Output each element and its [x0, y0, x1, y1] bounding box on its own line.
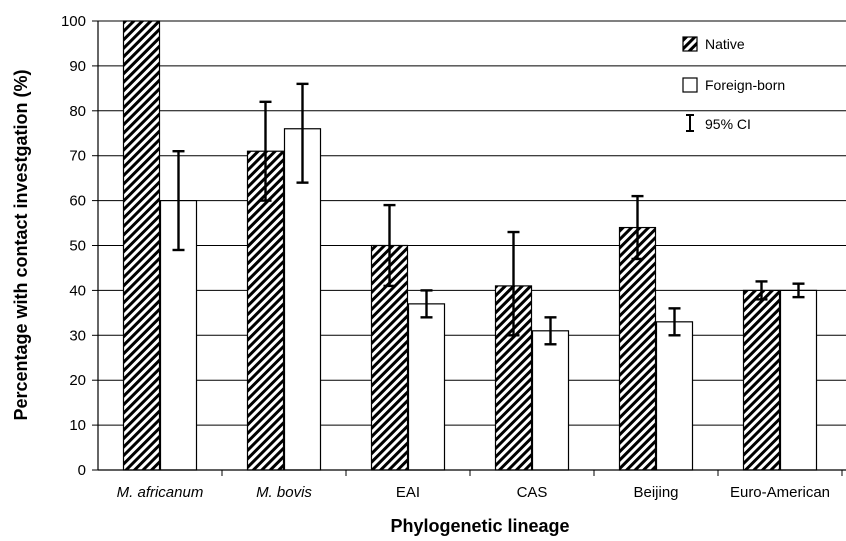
y-tick-label: 20 [69, 372, 86, 389]
category-labels: M. africanum M. bovis EAI CAS Beijing Euro-Am… [117, 484, 830, 501]
bar-foreign-born [531, 330, 570, 471]
error-bar-foreign-born [296, 82, 309, 184]
error-bar-foreign-born [544, 316, 557, 346]
x-category-label: M. africanum [117, 484, 204, 501]
bar-native [122, 20, 161, 471]
error-bar-native [755, 280, 768, 301]
error-bars [172, 82, 805, 346]
y-tick-label: 50 [69, 238, 86, 255]
bar-native [618, 226, 657, 471]
legend-native-label: Native [705, 36, 745, 52]
y-axis-title: Percentage with contact investgation (%) [11, 69, 31, 420]
y-tick-label: 70 [69, 148, 86, 165]
error-bar-native [507, 230, 520, 337]
y-tick-label: 60 [69, 193, 86, 210]
x-category-label: Euro-American [730, 484, 830, 501]
bar-foreign-born [655, 321, 694, 471]
gridlines [92, 20, 846, 471]
bar-foreign-born [407, 303, 446, 471]
x-category-label: EAI [396, 484, 420, 501]
legend-ci-symbol [686, 114, 694, 132]
error-bar-native [383, 203, 396, 288]
y-tick-label: 30 [69, 327, 86, 344]
axes [97, 21, 846, 476]
legend-foreign-born-label: Foreign-born [705, 77, 785, 93]
x-category-label: M. bovis [256, 484, 312, 501]
y-tick-label: 90 [69, 58, 86, 75]
error-bar-foreign-born [420, 289, 433, 319]
y-tick-label: 10 [69, 417, 86, 434]
bar-native [742, 289, 781, 471]
y-tick-label: 0 [78, 462, 86, 479]
y-tick-label: 100 [61, 13, 86, 30]
error-bar-native [259, 100, 272, 202]
tick-labels: 0 10 20 30 40 50 60 70 80 90 100 [61, 13, 86, 479]
error-bar-foreign-born [668, 307, 681, 337]
y-tick-label: 40 [69, 282, 86, 299]
error-bar-native [631, 194, 644, 261]
legend-foreign-born-swatch [682, 77, 698, 93]
legend-ci-label: 95% CI [705, 116, 751, 132]
x-axis-title: Phylogenetic lineage [390, 516, 569, 536]
error-bar-foreign-born [172, 150, 185, 252]
legend: Native Foreign-born 95% CI [682, 36, 785, 132]
y-tick-label: 80 [69, 103, 86, 120]
error-bar-foreign-born [792, 282, 805, 299]
legend-native-swatch [682, 36, 698, 52]
bar-foreign-born [779, 289, 818, 471]
bars [122, 20, 818, 471]
x-category-label: Beijing [633, 484, 678, 501]
x-category-label: CAS [517, 484, 548, 501]
